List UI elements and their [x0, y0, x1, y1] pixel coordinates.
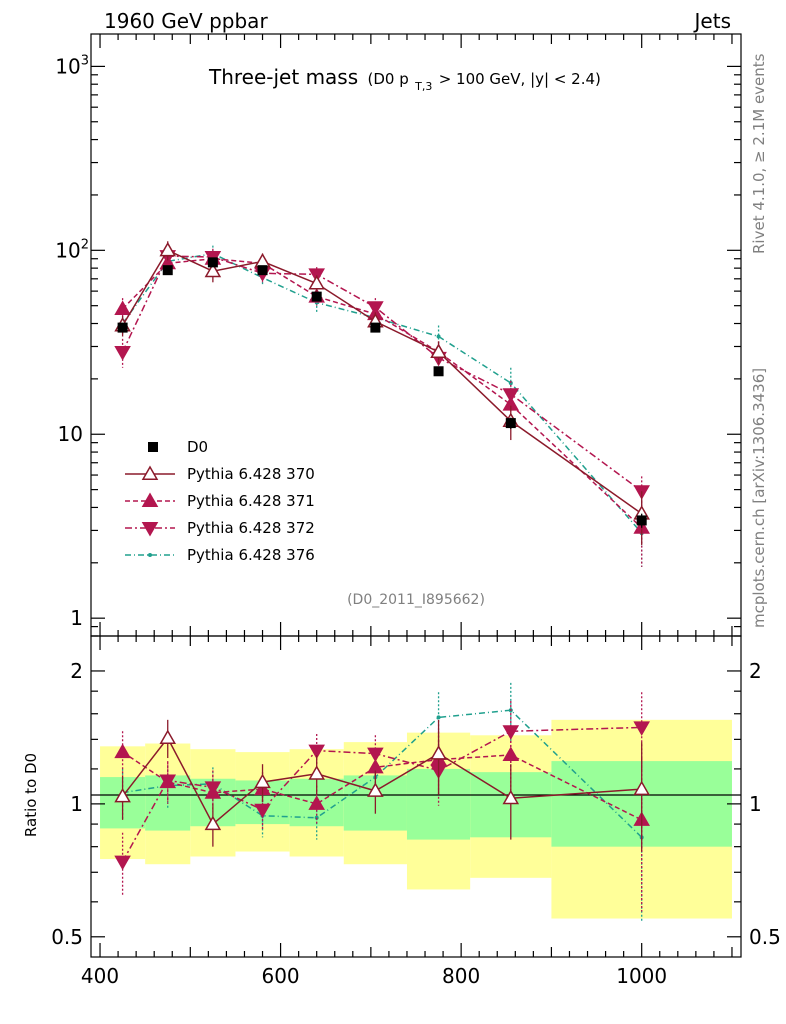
legend-entry-1: Pythia 6.428 370 [125, 465, 315, 483]
y-tick-label-ratio-right: 0.5 [749, 925, 781, 949]
mc-point [159, 241, 177, 257]
x-tick-label: 600 [261, 964, 299, 988]
ratio-point [308, 744, 325, 760]
ratio-panel-frame [90, 635, 742, 958]
legend-label: Pythia 6.428 372 [187, 519, 315, 537]
ratio-point [308, 765, 325, 780]
ratio-point [633, 780, 650, 796]
legend-marker [141, 522, 159, 537]
data-point [311, 291, 322, 302]
x-tick-label: 400 [81, 964, 119, 988]
data-point [117, 322, 128, 333]
chart-subtitle-sub: T,3 [414, 80, 432, 93]
data-point [505, 418, 516, 429]
data-point [636, 515, 647, 526]
y-tick-label-main: 10 [58, 422, 83, 446]
mc-point [436, 334, 441, 339]
y-tick-label-main: 1 [70, 606, 83, 630]
main-series-group [114, 241, 650, 567]
ratio-point [159, 773, 177, 789]
rivet-label: Rivet 4.1.0, ≥ 2.1M events [750, 53, 768, 254]
data-point [257, 265, 268, 276]
ratio-point [367, 782, 384, 797]
chart-title-main: Three-jet mass [208, 65, 358, 89]
mc-point [254, 252, 271, 268]
y-tick-label-ratio: 1 [70, 792, 83, 816]
header-left: 1960 GeV ppbar [104, 9, 268, 33]
legend-marker [141, 465, 159, 480]
legend-marker [148, 553, 152, 557]
chart-subtitle-b: > 100 GeV, |y| < 2.4) [439, 70, 601, 88]
y-tick-label-main: 102 [55, 237, 89, 262]
mc-point [114, 300, 131, 315]
y-tick-label-ratio: 2 [70, 659, 83, 683]
ratio-point [114, 743, 131, 759]
y-tick-label-exp: 2 [81, 237, 89, 252]
legend-label: D0 [187, 438, 208, 456]
y-tick-label-base: 10 [55, 54, 80, 78]
mc-point [508, 380, 513, 385]
ratio-point [254, 773, 271, 789]
data-point [162, 265, 173, 276]
ratio-series-group [114, 682, 650, 923]
legend-marker [148, 442, 158, 452]
data-point [207, 257, 218, 268]
ratio-series-0 [114, 719, 650, 852]
ratio-uncertainty-bands [100, 719, 732, 919]
legend-label: Pythia 6.428 376 [187, 546, 315, 564]
mcplots-label: mcplots.cern.ch [arXiv:1306.3436] [750, 368, 768, 628]
x-tick-label: 1000 [616, 964, 667, 988]
data-point [433, 366, 444, 377]
y-tick-label-base: 1 [70, 606, 83, 630]
x-tick-label: 800 [442, 964, 480, 988]
ratio-point [159, 729, 177, 744]
chart-title: Three-jet mass (D0 p T,3 > 100 GeV, |y| … [208, 65, 601, 95]
legend-label: Pythia 6.428 371 [187, 492, 315, 510]
y-tick-label-ratio: 0.5 [51, 925, 83, 949]
y-tick-label-base: 10 [55, 238, 80, 262]
y-tick-label-ratio-right: 1 [749, 792, 762, 816]
ratio-point [430, 745, 447, 760]
data-point [370, 322, 381, 333]
mc-point [204, 262, 222, 278]
legend-label: Pythia 6.428 370 [187, 465, 315, 483]
y-tick-label-main: 103 [55, 53, 89, 78]
mc-point [308, 274, 325, 290]
header-right: Jets [693, 9, 731, 33]
legend-entry-0: D0 [148, 438, 208, 456]
y-tick-label-ratio-right: 2 [749, 659, 762, 683]
legend-entry-4: Pythia 6.428 376 [125, 546, 315, 564]
ratio-point [114, 855, 131, 871]
analysis-id: (D0_2011_I895662) [347, 592, 485, 608]
main-series-0 [117, 257, 647, 528]
ratio-ylabel: Ratio to D0 [22, 753, 40, 837]
mc-point [114, 346, 131, 361]
ratio-point [436, 715, 441, 720]
ratio-point [502, 789, 520, 805]
ratio-point [502, 746, 520, 762]
ratio-point [308, 795, 325, 810]
y-tick-label-exp: 3 [81, 53, 89, 68]
legend: D0 Pythia 6.428 370 Pythia 6.428 371 Pythia… [125, 438, 315, 564]
legend-entry-3: Pythia 6.428 372 [125, 519, 315, 537]
mc-point [430, 343, 447, 359]
chart-subtitle-a: (D0 p [368, 70, 409, 88]
ratio-point [204, 815, 222, 831]
main-line-2 [122, 257, 643, 529]
ratio-point [633, 721, 650, 736]
y-tick-label-base: 10 [58, 422, 83, 446]
ratio-point [204, 784, 222, 799]
legend-entry-2: Pythia 6.428 371 [125, 492, 315, 510]
legend-marker [141, 492, 159, 507]
ratio-line-1 [122, 751, 643, 821]
ratio-point [114, 787, 131, 803]
